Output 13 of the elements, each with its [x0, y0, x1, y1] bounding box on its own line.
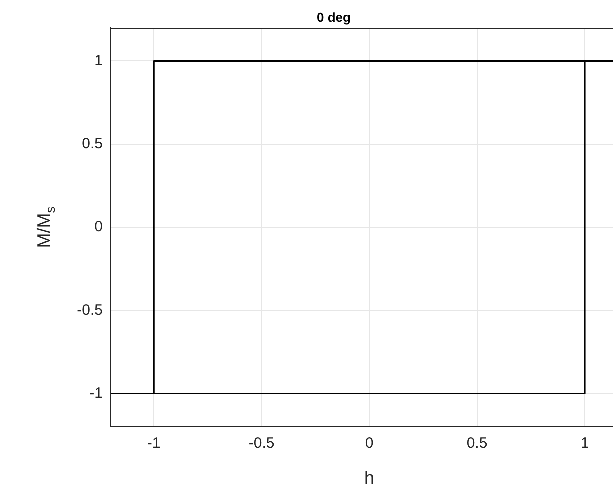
x-tick-label: 1 — [580, 435, 590, 452]
chart-title: 0 deg — [317, 10, 352, 26]
y-tick-label: -0.5 — [77, 302, 103, 319]
y-axis-title: M/Ms — [34, 206, 58, 248]
x-tick-label: 0.5 — [466, 435, 488, 452]
y-tick-label: 1 — [94, 52, 103, 70]
y-tick-label: 0.5 — [82, 136, 103, 153]
y-tick-label: -1 — [90, 384, 103, 402]
y-tick-label: 0 — [94, 218, 103, 236]
x-tick-label: 0 — [365, 435, 374, 452]
x-tick-label: -0.5 — [248, 435, 275, 452]
x-tick-label: -1 — [147, 435, 161, 452]
x-axis-title: h — [364, 468, 375, 488]
